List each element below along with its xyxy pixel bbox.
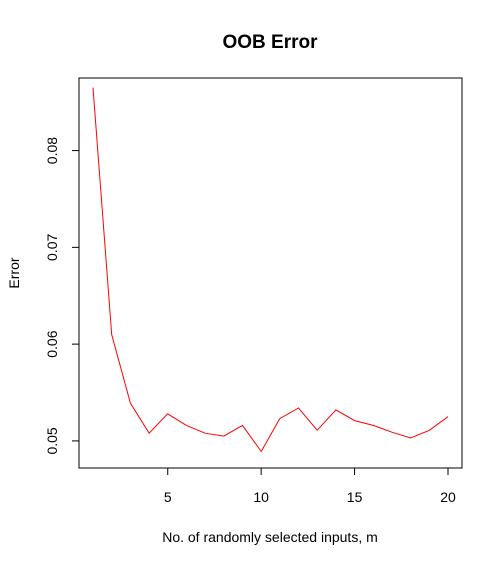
x-tick-label: 5 bbox=[164, 489, 172, 505]
x-tick-label: 20 bbox=[440, 489, 456, 505]
y-tick-label: 0.08 bbox=[44, 137, 60, 164]
oob-error-series-line bbox=[92, 87, 449, 453]
y-tick-label: 0.05 bbox=[44, 427, 60, 454]
x-axis: 5 10 15 20 bbox=[164, 468, 456, 505]
x-tick-label: 15 bbox=[347, 489, 363, 505]
y-tick-label: 0.07 bbox=[44, 234, 60, 261]
chart-title: OOB Error bbox=[222, 32, 318, 53]
y-axis-title: Error bbox=[6, 257, 22, 288]
y-axis: 0.05 0.06 0.07 0.08 bbox=[44, 137, 79, 455]
y-tick-label: 0.06 bbox=[44, 330, 60, 357]
x-tick-label: 10 bbox=[253, 489, 269, 505]
plot-area-frame bbox=[78, 77, 463, 469]
x-axis-title: No. of randomly selected inputs, m bbox=[162, 529, 378, 545]
